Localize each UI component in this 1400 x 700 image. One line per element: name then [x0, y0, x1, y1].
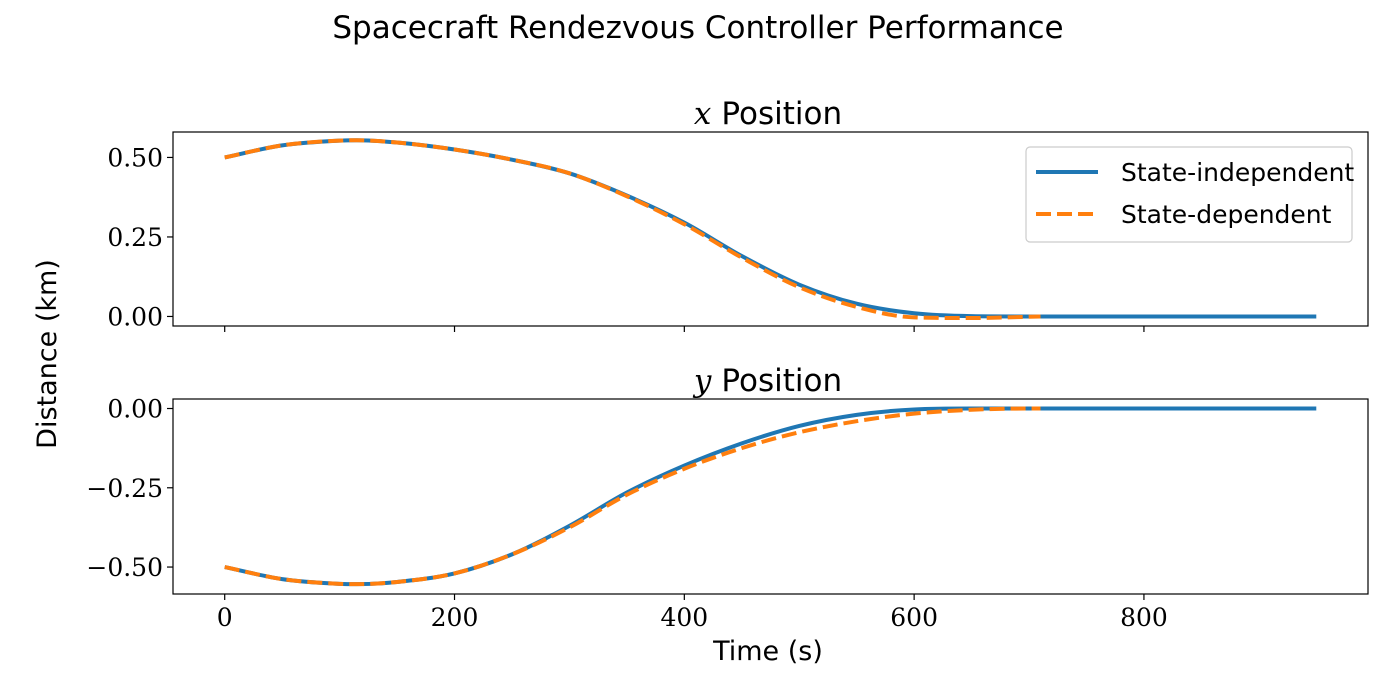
y-position-title-text: Position [721, 363, 842, 399]
y-axis-label: Distance (km) [32, 259, 63, 449]
legend: State-independent State-dependent [1025, 146, 1354, 243]
legend-label-state-dependent: State-dependent [1121, 200, 1332, 229]
y-position-ticks: 0 200 400 600 800 −0.50 −0.25 0.00 [86, 395, 1167, 632]
x-position-y-tick-label-0: 0.00 [107, 302, 163, 331]
x-position-marks [224, 138, 1317, 321]
y-position-x-tick-label-800: 800 [1120, 603, 1168, 632]
x-position-line-state-dependent [224, 138, 1041, 321]
y-position-title: y Position [692, 363, 842, 399]
y-position-x-tick-label-400: 400 [660, 603, 708, 632]
y-position-y-tick-label-1: −0.25 [86, 474, 163, 503]
x-position-title-var: x [694, 96, 712, 132]
x-position-y-tick-label-1: 0.25 [107, 223, 163, 252]
y-position-x-tick-label-0: 0 [217, 603, 233, 632]
y-position-line-state-independent [224, 406, 1317, 587]
legend-box [1025, 146, 1353, 243]
y-position-title-var: y [692, 363, 712, 399]
x-position-title-text: Position [721, 96, 842, 132]
y-position-y-tick-label-0: −0.50 [86, 553, 163, 582]
legend-label-state-independent: State-independent [1121, 158, 1354, 187]
x-position-y-tick-label-2: 0.50 [107, 143, 163, 172]
y-position-y-tick-label-2: 0.00 [107, 395, 163, 424]
x-position-title: x Position [694, 96, 842, 132]
y-position-marks [224, 406, 1317, 587]
x-position-ticks: 0.00 0.25 0.50 [107, 143, 1145, 332]
figure-title: Spacecraft Rendezvous Controller Perform… [332, 10, 1063, 46]
x-position-panel: x Position 0.00 0.25 0.50 State-independent… [107, 96, 1369, 332]
y-position-axes-frame [172, 398, 1369, 595]
x-axis-label: Time (s) [712, 636, 823, 667]
x-position-axes-frame [172, 131, 1369, 327]
y-position-x-tick-label-600: 600 [890, 603, 938, 632]
y-position-panel: y Position 0 200 400 600 800 −0.50 −0.25 0.00 [86, 363, 1369, 632]
y-position-line-state-dependent [224, 406, 1041, 587]
y-position-x-tick-label-200: 200 [431, 603, 479, 632]
